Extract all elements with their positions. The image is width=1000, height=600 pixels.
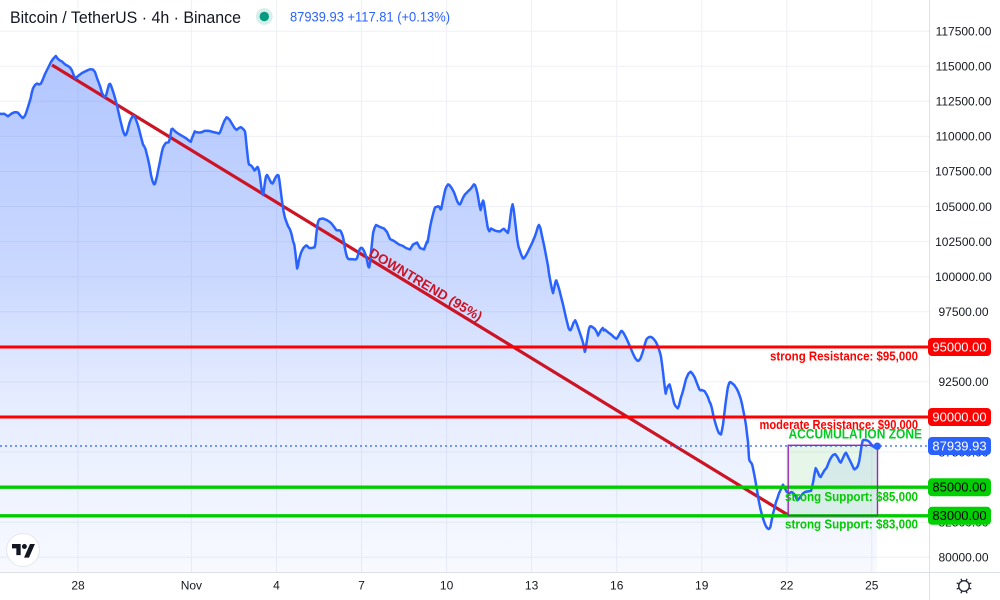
svg-text:4: 4: [273, 579, 280, 593]
svg-text:97500.00: 97500.00: [938, 305, 988, 319]
svg-text:strong Resistance: $95,000: strong Resistance: $95,000: [770, 350, 918, 364]
svg-text:85000.00: 85000.00: [932, 480, 986, 495]
svg-text:16: 16: [610, 579, 624, 593]
svg-text:ACCUMULATION ZONE: ACCUMULATION ZONE: [789, 426, 923, 442]
svg-text:13: 13: [525, 579, 539, 593]
svg-text:115000.00: 115000.00: [936, 60, 992, 74]
svg-text:100000.00: 100000.00: [935, 270, 992, 284]
svg-text:22: 22: [780, 579, 794, 593]
svg-text:87939.93 +117.81 (+0.13%): 87939.93 +117.81 (+0.13%): [290, 10, 450, 25]
svg-text:95000.00: 95000.00: [932, 339, 986, 354]
svg-text:28: 28: [71, 579, 85, 593]
svg-text:19: 19: [695, 579, 709, 593]
svg-text:102500.00: 102500.00: [935, 235, 992, 249]
svg-text:strong Support: $85,000: strong Support: $85,000: [785, 490, 918, 504]
svg-text:Bitcoin / TetherUS · 4h · Bina: Bitcoin / TetherUS · 4h · Binance: [10, 8, 241, 27]
svg-text:83000.00: 83000.00: [932, 508, 986, 523]
svg-text:87939.93: 87939.93: [932, 438, 986, 453]
svg-text:strong Support: $83,000: strong Support: $83,000: [785, 518, 918, 532]
svg-text:25: 25: [865, 579, 879, 593]
svg-text:moderate Resistance: $90,000: moderate Resistance: $90,000: [760, 418, 919, 432]
svg-text:92500.00: 92500.00: [938, 375, 988, 389]
svg-text:110000.00: 110000.00: [936, 130, 992, 144]
svg-text:117500.00: 117500.00: [936, 24, 992, 38]
svg-text:10: 10: [440, 579, 454, 593]
svg-text:7: 7: [358, 579, 365, 593]
svg-text:107500.00: 107500.00: [935, 165, 992, 179]
svg-text:90000.00: 90000.00: [932, 409, 986, 424]
svg-text:112500.00: 112500.00: [936, 95, 992, 109]
svg-text:80000.00: 80000.00: [938, 551, 988, 565]
svg-text:105000.00: 105000.00: [935, 200, 992, 214]
svg-text:Nov: Nov: [181, 579, 202, 593]
